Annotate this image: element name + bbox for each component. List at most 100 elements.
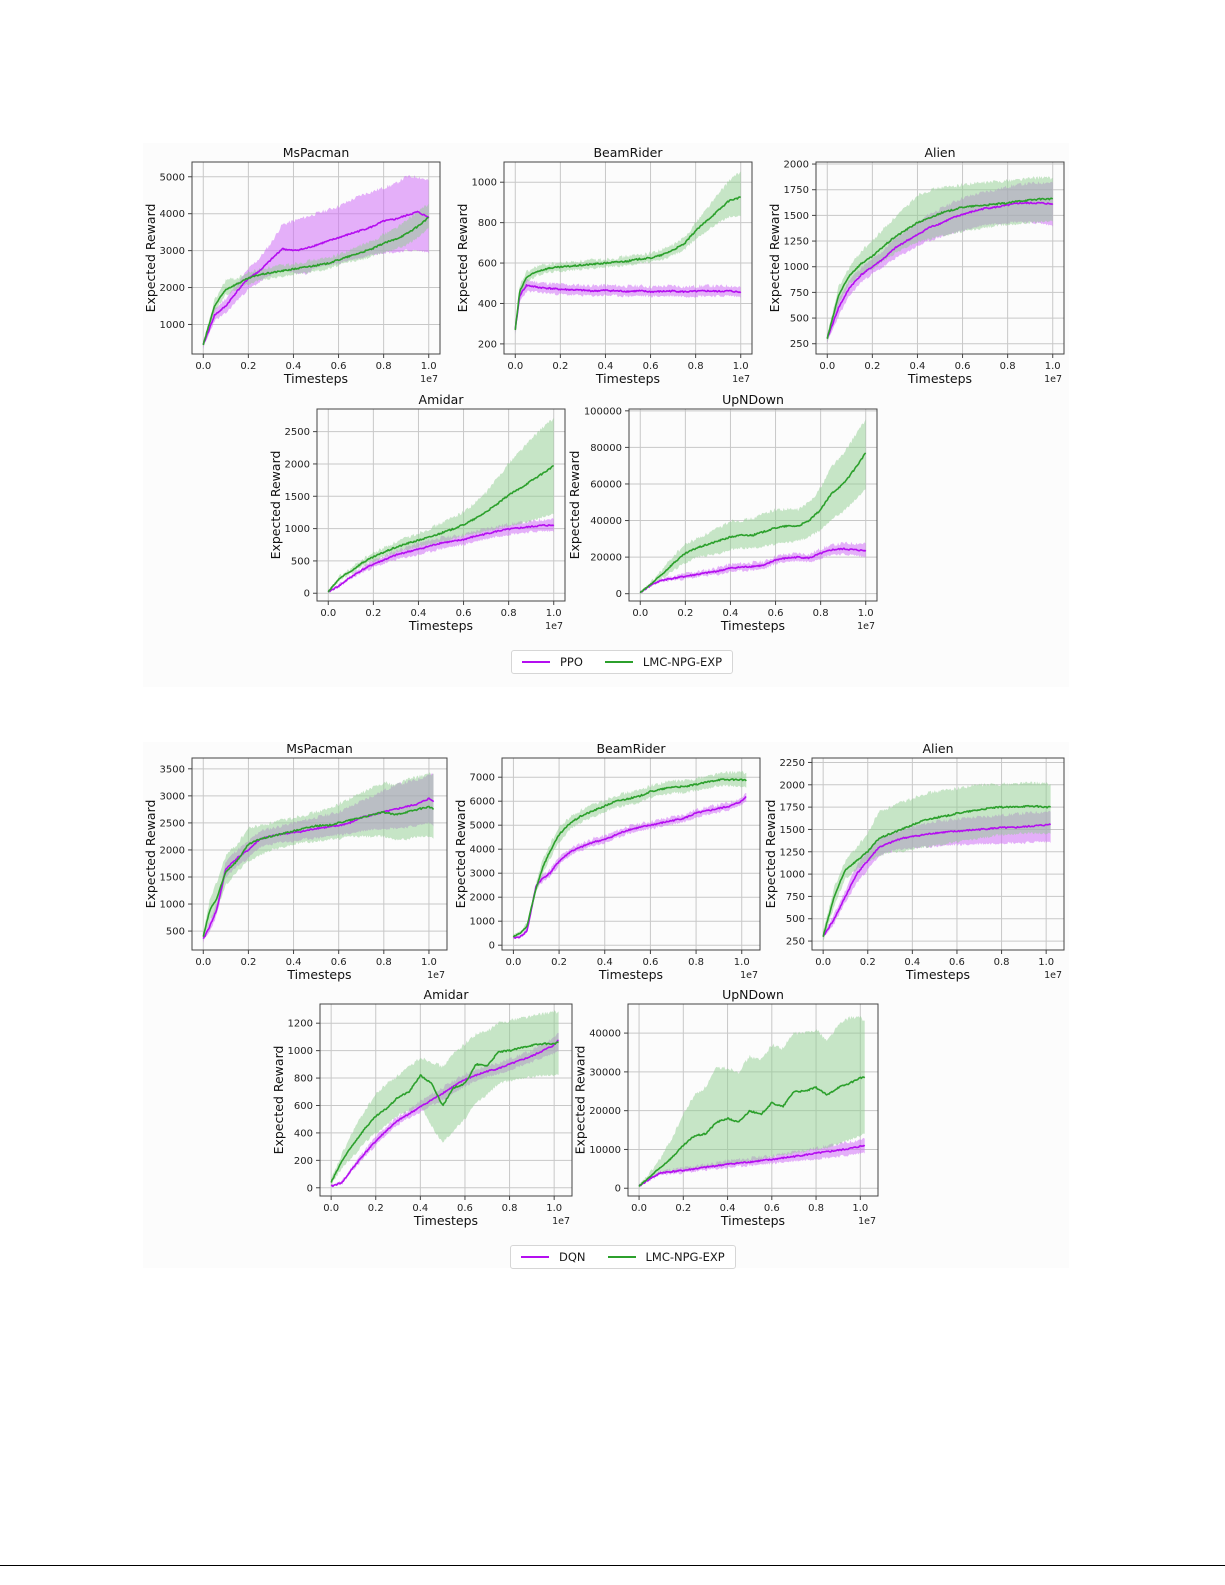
svg-text:1.0: 1.0 (734, 957, 750, 968)
svg-text:0.6: 0.6 (457, 1203, 473, 1214)
svg-text:5000: 5000 (160, 172, 185, 183)
svg-text:0.0: 0.0 (632, 608, 648, 619)
svg-text:0.2: 0.2 (675, 1203, 691, 1214)
svg-text:4000: 4000 (470, 845, 495, 856)
svg-text:1500: 1500 (784, 211, 809, 222)
svg-text:0.0: 0.0 (195, 361, 211, 372)
chart-ppo-alien: 0.0 0.2 0.4 0.6 0.8 1.0 250 500 750 1000 1250 1500 1… (767, 145, 1065, 386)
svg-text:0.4: 0.4 (286, 361, 302, 372)
svg-text:0.6: 0.6 (331, 957, 347, 968)
series-line (202, 216, 429, 346)
svg-text:2500: 2500 (285, 427, 310, 438)
svg-text:0.2: 0.2 (240, 957, 256, 968)
plot-area: 0.0 0.2 0.4 0.6 0.8 1.0 0 500 1000 1500 2000 2500 1e… (268, 392, 566, 633)
chart-dqn-beamrider: 0.0 0.2 0.4 0.6 0.8 1.0 0 1000 2000 3000 4000 5000 6… (453, 741, 761, 982)
x-axis-label: Timesteps (907, 371, 972, 386)
svg-text:0: 0 (616, 589, 622, 600)
chart-title: Amidar (419, 392, 465, 407)
svg-text:3000: 3000 (470, 869, 495, 880)
page-bottom-rule (0, 1565, 1225, 1566)
plot-area: 0.0 0.2 0.4 0.6 0.8 1.0 0 1000 2000 3000 4000 5000 6… (453, 741, 761, 982)
svg-text:0.8: 0.8 (994, 957, 1010, 968)
x-axis-label: Timesteps (408, 618, 473, 633)
svg-text:0.0: 0.0 (323, 1203, 339, 1214)
svg-text:1200: 1200 (288, 1019, 313, 1030)
svg-text:1.0: 1.0 (852, 1203, 868, 1214)
svg-text:1000: 1000 (160, 900, 185, 911)
svg-text:1500: 1500 (285, 492, 310, 503)
svg-text:0.8: 0.8 (1000, 361, 1016, 372)
series-line (826, 201, 1054, 339)
svg-text:0.8: 0.8 (808, 1203, 824, 1214)
x-axis-label: Timesteps (905, 967, 970, 982)
x-axis-label: Timesteps (286, 967, 351, 982)
legend-ppo: PPO LMC-NPG-EXP (511, 650, 734, 674)
y-axis-label: Expected Reward (143, 800, 158, 909)
svg-text:1e7: 1e7 (545, 621, 563, 632)
svg-text:0.8: 0.8 (688, 957, 704, 968)
series-line (512, 778, 747, 938)
svg-text:0.0: 0.0 (195, 957, 211, 968)
svg-text:1750: 1750 (780, 803, 805, 814)
legend-dqn: DQN LMC-NPG-EXP (510, 1245, 736, 1269)
svg-text:1e7: 1e7 (857, 621, 875, 632)
svg-text:1e7: 1e7 (427, 970, 445, 981)
svg-text:3000: 3000 (160, 246, 185, 257)
plot-area: 0.0 0.2 0.4 0.6 0.8 1.0 1000 2000 3000 4000 5000 1e… (143, 145, 441, 386)
svg-text:0.8: 0.8 (688, 361, 704, 372)
confidence-band (515, 278, 741, 335)
svg-text:0.0: 0.0 (505, 957, 521, 968)
chart-ppo-upndown: 0.0 0.2 0.4 0.6 0.8 1.0 0 20000 40000 60000 80000 1… (567, 392, 878, 633)
confidence-band (331, 1010, 559, 1186)
svg-text:750: 750 (790, 288, 809, 299)
y-axis-label: Expected Reward (268, 451, 283, 560)
svg-text:1000: 1000 (472, 178, 497, 189)
svg-text:1.0: 1.0 (421, 957, 437, 968)
svg-text:2000: 2000 (784, 160, 809, 171)
svg-text:0.4: 0.4 (411, 608, 427, 619)
svg-text:0.0: 0.0 (815, 957, 831, 968)
svg-text:1e7: 1e7 (1044, 374, 1062, 385)
svg-text:800: 800 (294, 1074, 313, 1085)
svg-text:20000: 20000 (589, 1106, 621, 1117)
chart-dqn-mspacman: 0.0 0.2 0.4 0.6 0.8 1.0 500 1000 1500 2000 2500 300… (143, 741, 448, 982)
series-line (639, 452, 867, 594)
svg-text:0.6: 0.6 (949, 957, 965, 968)
confidence-band (827, 175, 1053, 343)
svg-text:0.8: 0.8 (376, 957, 392, 968)
series-line (514, 196, 741, 331)
svg-text:0.8: 0.8 (376, 361, 392, 372)
series-line (330, 1041, 559, 1183)
x-axis-label: Timesteps (595, 371, 660, 386)
svg-text:0.4: 0.4 (723, 608, 739, 619)
svg-text:5000: 5000 (470, 821, 495, 832)
svg-text:1000: 1000 (160, 320, 185, 331)
svg-text:1e7: 1e7 (552, 1216, 570, 1227)
svg-text:1e7: 1e7 (420, 374, 438, 385)
svg-text:1000: 1000 (285, 524, 310, 535)
legend-swatch-baseline (522, 661, 550, 663)
chart-title: MsPacman (283, 145, 350, 160)
svg-text:0.4: 0.4 (904, 957, 920, 968)
svg-text:1500: 1500 (160, 872, 185, 883)
plot-area: 0.0 0.2 0.4 0.6 0.8 1.0 0 10000 20000 30000 40000 1… (573, 987, 879, 1228)
confidence-band (203, 203, 429, 348)
svg-text:0.0: 0.0 (320, 608, 336, 619)
svg-text:0.2: 0.2 (860, 957, 876, 968)
series-line (514, 284, 742, 330)
svg-text:0.2: 0.2 (368, 1203, 384, 1214)
svg-text:0.6: 0.6 (764, 1203, 780, 1214)
svg-text:500: 500 (166, 927, 185, 938)
svg-text:1e7: 1e7 (732, 374, 750, 385)
legend-item-baseline: PPO (522, 655, 583, 669)
svg-text:1.0: 1.0 (546, 608, 562, 619)
y-axis-label: Expected Reward (453, 800, 468, 909)
svg-text:1.0: 1.0 (421, 361, 437, 372)
svg-text:0.0: 0.0 (631, 1203, 647, 1214)
svg-text:1250: 1250 (784, 237, 809, 248)
svg-text:1000: 1000 (784, 262, 809, 273)
svg-text:0.0: 0.0 (819, 361, 835, 372)
legend-item-baseline: DQN (521, 1250, 586, 1264)
svg-text:250: 250 (790, 339, 809, 350)
svg-text:1000: 1000 (780, 870, 805, 881)
